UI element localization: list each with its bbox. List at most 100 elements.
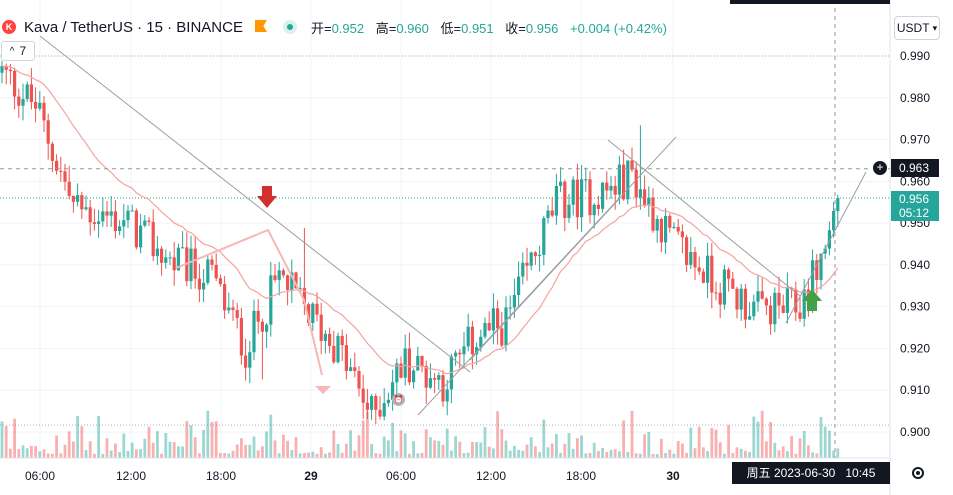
trendline-down: [39, 35, 471, 373]
candle-93: [391, 369, 395, 411]
candle-1: [4, 63, 8, 85]
symbol-title[interactable]: Kava / TetherUS · 15 · BINANCE: [24, 18, 243, 36]
candle-body-164: [689, 251, 693, 265]
candle-98: [412, 368, 416, 389]
candle-body-32: [134, 210, 138, 248]
candle-15: [63, 163, 67, 191]
candle-body-36: [151, 221, 155, 257]
volume-bar-32: [135, 449, 138, 458]
volume-bar-84: [353, 450, 357, 458]
high-value: 0.960: [396, 20, 429, 36]
volume-bar-15: [63, 444, 67, 458]
volume-bar-109: [458, 441, 462, 458]
candle-152: [638, 125, 642, 210]
currency-selector[interactable]: USDT ▾: [894, 16, 940, 40]
alarm-clock-icon[interactable]: ⏰: [392, 393, 405, 406]
candle-body-40: [168, 257, 172, 259]
candle-54: [227, 292, 231, 314]
trendline-up-long: [417, 136, 677, 416]
volume-bar-14: [59, 453, 63, 458]
volume-bar-9: [38, 451, 42, 458]
volume-bar-157: [660, 438, 663, 458]
candle-body-183: [769, 305, 773, 325]
volume-bar-11: [46, 453, 50, 458]
candle-body-151: [634, 169, 638, 198]
candle-body-70: [294, 272, 298, 289]
settings-gear-icon[interactable]: [912, 467, 924, 479]
volume-bar-51: [214, 421, 218, 458]
candle-177: [743, 284, 747, 329]
volume-bar-94: [395, 451, 399, 458]
volume-bar-93: [391, 422, 394, 458]
candle-53: [223, 276, 227, 319]
candle-body-54: [227, 307, 231, 311]
candle-11: [46, 113, 50, 160]
candle-body-98: [412, 370, 416, 383]
volume-bar-79: [332, 430, 336, 458]
candle-body-29: [122, 220, 126, 227]
candle-96: [403, 334, 407, 386]
candle-136: [571, 176, 575, 216]
candle-29: [122, 203, 126, 239]
candle-body-134: [563, 181, 567, 219]
volume-bar-99: [416, 453, 420, 458]
candle-body-170: [714, 292, 718, 294]
volume-bar-108: [454, 436, 457, 458]
candle-61: [256, 299, 260, 334]
candle-body-80: [336, 335, 340, 363]
candle-6: [25, 81, 29, 102]
volume-bar-57: [240, 438, 243, 458]
candle-body-129: [542, 218, 546, 255]
candle-body-97: [407, 348, 411, 383]
candle-184: [773, 287, 777, 333]
volume-bar-65: [273, 440, 277, 458]
volume-bar-56: [235, 444, 239, 458]
volume-bar-0: [0, 421, 4, 458]
flag-icon[interactable]: [255, 20, 267, 34]
indicator-toggle[interactable]: ^ 7: [1, 41, 35, 61]
candle-187: [785, 272, 789, 324]
candle-body-10: [42, 102, 46, 121]
candle-135: [567, 193, 571, 223]
sell-arrow-down-icon: [257, 186, 277, 208]
candle-69: [290, 259, 294, 303]
volume-bar-1: [4, 425, 8, 458]
candle-76: [319, 302, 323, 355]
candle-body-55: [231, 307, 235, 311]
volume-bar-145: [609, 449, 613, 458]
candle-26: [109, 195, 113, 227]
market-status-icon[interactable]: [282, 20, 297, 34]
price-tick-label: 0.920: [900, 341, 930, 355]
volume-bar-62: [261, 446, 264, 458]
volume-bar-177: [744, 450, 747, 458]
volume-bar-176: [739, 448, 743, 458]
candle-body-140: [588, 179, 592, 216]
candle-156: [655, 215, 659, 243]
candle-body-94: [395, 363, 399, 383]
candle-67: [281, 268, 285, 278]
symbol-legend[interactable]: K Kava / TetherUS · 15 · BINANCE 开=0.952…: [0, 14, 675, 40]
candle-body-178: [748, 316, 752, 320]
volume-bar-13: [55, 435, 58, 458]
volume-bar-50: [210, 422, 214, 458]
candle-141: [592, 203, 596, 229]
candle-body-125: [525, 262, 529, 266]
candle-5: [21, 83, 25, 121]
candle-body-42: [176, 247, 180, 271]
add-plus-icon[interactable]: +: [872, 160, 888, 176]
candle-65: [273, 264, 277, 283]
trendline-up-right: [785, 171, 867, 324]
candle-190: [798, 296, 802, 323]
candle-86: [361, 374, 365, 419]
candle-body-93: [391, 382, 395, 400]
candle-body-127: [533, 252, 537, 257]
candle-195: [819, 253, 823, 290]
candle-28: [118, 220, 122, 236]
candle-body-7: [29, 84, 33, 102]
time-axis: 06:00 12:00 18:00 29 06:00 12:00 18:00 30: [0, 457, 890, 483]
candle-body-65: [273, 275, 277, 280]
candle-60: [252, 299, 256, 361]
candle-body-169: [710, 255, 714, 293]
